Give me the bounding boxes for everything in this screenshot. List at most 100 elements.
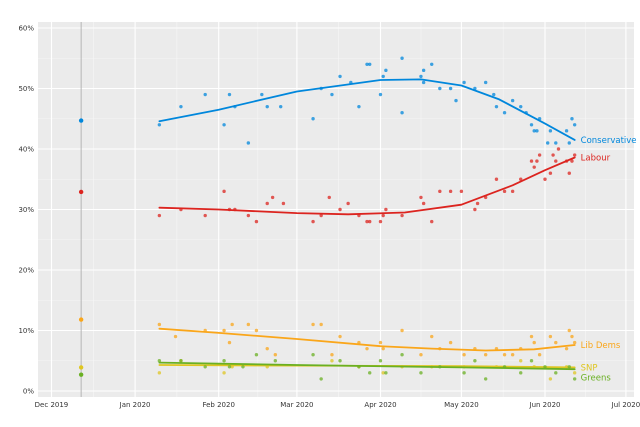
poll-point-conservative [378, 92, 383, 97]
poll-point-labour [421, 201, 426, 206]
poll-point-greens [179, 359, 183, 363]
poll-point-lib-dems [564, 346, 569, 351]
poll-point-conservative [365, 62, 369, 66]
poll-point-conservative [157, 123, 162, 127]
poll-point-greens [419, 371, 423, 375]
poll-point-lib-dems [419, 353, 423, 357]
poll-point-lib-dems [570, 334, 574, 339]
poll-point-conservative [567, 141, 571, 145]
result-point-conservative [78, 118, 84, 123]
poll-point-conservative [454, 98, 458, 103]
poll-point-labour [532, 165, 536, 169]
poll-point-lib-dems [572, 340, 577, 345]
y-tick-label: 60% [18, 25, 34, 33]
poll-point-labour [384, 207, 388, 212]
x-axis: Dec 2019 Jan 2020 Feb 2020 Mar 2020 Apr 2020… [35, 401, 640, 409]
poll-point-conservative [381, 74, 385, 79]
poll-point-labour [502, 189, 507, 194]
poll-point-conservative [510, 98, 515, 103]
poll-point-greens [319, 377, 323, 381]
poll-point-conservative [357, 104, 361, 109]
poll-point-greens [572, 377, 577, 381]
poll-point-greens [378, 359, 383, 363]
series-label-labour: Labour [581, 153, 611, 163]
poll-point-conservative [546, 141, 550, 145]
poll-point-conservative [430, 62, 434, 66]
poll-point-labour [459, 189, 464, 194]
poll-point-lib-dems [265, 346, 269, 351]
poll-point-greens [222, 359, 226, 363]
poll-point-labour [327, 195, 331, 200]
poll-point-labour [419, 195, 423, 200]
poll-point-lib-dems [529, 334, 534, 339]
x-tick-label: Mar 2020 [280, 401, 313, 409]
trend-line-greens [158, 361, 576, 371]
poll-point-greens [311, 353, 315, 357]
poll-point-labour [246, 213, 251, 218]
poll-point-lib-dems [462, 353, 466, 357]
poll-point-conservative [570, 117, 574, 121]
poll-point-conservative [279, 104, 283, 109]
poll-point-labour [365, 219, 369, 224]
y-axis: 0% 10% 20% 30% 40% 50% 60% [18, 25, 34, 396]
poll-point-lib-dems [378, 340, 383, 345]
y-tick-label: 50% [18, 85, 34, 93]
poll-point-greens [368, 371, 372, 375]
poll-point-lib-dems [537, 353, 542, 357]
poll-point-greens [462, 371, 466, 375]
poll-point-greens [227, 365, 232, 369]
series-label-greens: Greens [581, 373, 612, 383]
poll-point-greens [529, 359, 534, 363]
poll-point-snp [572, 371, 577, 375]
poll-point-snp [330, 359, 334, 363]
poll-point-conservative [492, 92, 496, 97]
poll-point-conservative [529, 123, 534, 127]
poll-point-lib-dems [510, 353, 515, 357]
x-tick-label: Jun 2020 [529, 401, 561, 409]
poll-point-conservative [368, 62, 372, 66]
poll-point-labour [510, 189, 515, 194]
result-point-greens [78, 372, 84, 377]
y-tick-label: 10% [18, 327, 34, 335]
poll-point-labour [438, 189, 442, 194]
poll-point-conservative [494, 104, 499, 109]
poll-point-conservative [179, 104, 183, 109]
poll-point-labour [378, 219, 383, 224]
series-layer [78, 56, 577, 381]
poll-point-snp [381, 371, 385, 375]
result-point-labour [78, 189, 84, 195]
poll-point-lib-dems [254, 328, 259, 333]
x-tick-label: Apr 2020 [364, 401, 396, 409]
poll-point-labour [270, 195, 275, 200]
poll-point-conservative [502, 111, 507, 115]
poll-point-conservative [448, 86, 453, 91]
y-tick-label: 20% [18, 267, 34, 275]
poll-point-lib-dems [381, 346, 385, 351]
poll-point-conservative [483, 80, 488, 85]
poll-point-lib-dems [222, 328, 226, 333]
poll-point-labour [475, 201, 480, 206]
poll-point-conservative [421, 80, 426, 85]
series-lib-dems [78, 317, 577, 357]
poll-point-labour [381, 213, 385, 218]
poll-point-lib-dems [448, 340, 453, 345]
poll-point-labour [556, 147, 561, 151]
x-tick-label: Jul 2020 [611, 401, 640, 409]
poll-point-labour [548, 171, 553, 175]
poll-point-conservative [438, 86, 442, 91]
series-label-conservative: Conservative [581, 136, 637, 146]
poll-point-conservative [554, 141, 558, 145]
poll-point-labour [529, 159, 534, 163]
poll-point-snp [157, 371, 162, 375]
poll-point-labour [265, 201, 269, 206]
poll-point-conservative [338, 74, 342, 79]
poll-point-labour [448, 189, 453, 194]
poll-point-greens [203, 365, 207, 369]
poll-point-lib-dems [400, 328, 404, 333]
poll-point-lib-dems [227, 340, 232, 345]
poll-point-labour [519, 177, 523, 181]
poll-point-greens [338, 359, 342, 363]
